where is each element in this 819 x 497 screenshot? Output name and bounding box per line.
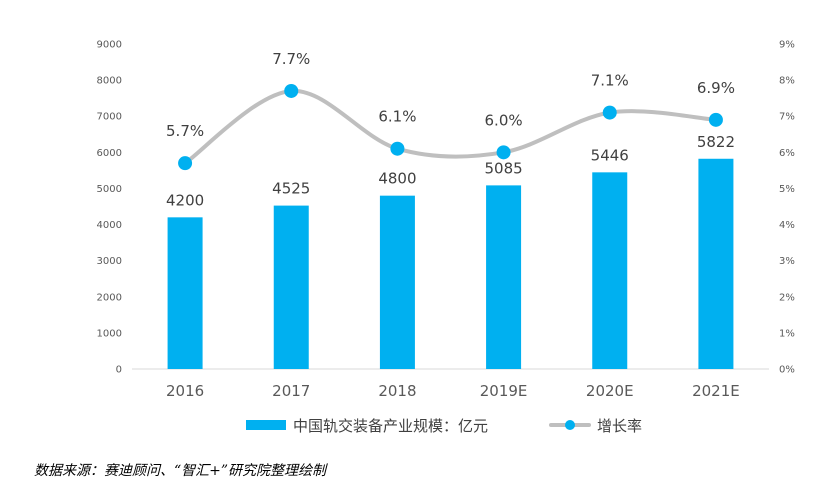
- y-tick-label: 2000: [97, 292, 122, 303]
- bar-value-label: 4525: [272, 180, 310, 198]
- y-tick-label: 6000: [97, 148, 122, 159]
- y2-tick-label: 9%: [779, 40, 795, 51]
- bar: [486, 185, 522, 369]
- legend-bar-label: 中国轨交装备产业规模：亿元: [293, 417, 488, 435]
- y2-tick-label: 2%: [779, 292, 795, 303]
- growth-rate-label: 7.1%: [591, 72, 629, 90]
- legend-line-marker: [565, 420, 575, 430]
- y2-tick-label: 8%: [779, 76, 795, 87]
- bar: [698, 158, 734, 369]
- growth-rate-label: 6.9%: [697, 79, 735, 97]
- bar-value-label: 5085: [484, 159, 522, 177]
- x-tick-label: 2018: [378, 382, 416, 400]
- growth-rate-label: 7.7%: [272, 50, 310, 68]
- x-tick-label: 2016: [166, 382, 204, 400]
- bar-value-label: 5446: [591, 146, 629, 164]
- y-axis-right: 0% 1% 2% 3% 4% 5% 6% 7% 8% 9%: [779, 40, 795, 376]
- y2-tick-label: 4%: [779, 220, 795, 231]
- legend: 中国轨交装备产业规模：亿元 增长率: [246, 417, 642, 435]
- bar: [167, 217, 203, 369]
- bar-series: [167, 158, 734, 369]
- y-tick-label: 4000: [97, 220, 122, 231]
- y-axis-left: 0 1000 2000 3000 4000 5000 6000 7000 8000 9000: [97, 40, 122, 376]
- growth-rate-label: 6.1%: [378, 108, 416, 126]
- y-tick-label: 5000: [97, 184, 122, 195]
- x-tick-label: 2021E: [692, 382, 740, 400]
- y2-tick-label: 3%: [779, 256, 795, 267]
- bar: [592, 172, 628, 369]
- growth-rate-marker: [496, 145, 511, 160]
- x-tick-label: 2019E: [480, 382, 528, 400]
- growth-rate-marker: [284, 83, 299, 98]
- legend-bar-swatch: [246, 420, 286, 430]
- bar: [379, 195, 415, 369]
- growth-rate-marker: [390, 141, 405, 156]
- growth-rate-label: 6.0%: [485, 111, 523, 129]
- bar-value-label: 5822: [697, 133, 735, 151]
- growth-rate-marker: [602, 105, 617, 120]
- y-tick-label: 0: [116, 365, 122, 376]
- x-axis-categories: 2016 2017 2018 2019E 2020E 2021E: [166, 382, 740, 400]
- y-tick-label: 7000: [97, 112, 122, 123]
- growth-rate-marker: [708, 112, 723, 127]
- bar: [273, 205, 309, 369]
- growth-rate-labels: 5.7% 7.7% 6.1% 6.0% 7.1% 6.9%: [166, 50, 735, 140]
- y2-tick-label: 0%: [779, 365, 795, 376]
- bar-value-labels: 4200 4525 4800 5085 5446 5822: [166, 133, 735, 210]
- y-tick-label: 8000: [97, 76, 122, 87]
- growth-rate-line: [183, 88, 718, 166]
- y2-tick-label: 1%: [779, 328, 795, 339]
- y2-tick-label: 7%: [779, 112, 795, 123]
- y2-tick-label: 5%: [779, 184, 795, 195]
- y-tick-label: 3000: [97, 256, 122, 267]
- bar-value-label: 4800: [378, 170, 416, 188]
- source-note: 数据来源：赛迪顾问、“智汇+”研究院整理绘制: [34, 463, 327, 479]
- bar-value-label: 4200: [166, 191, 204, 209]
- growth-rate-markers: [178, 83, 723, 171]
- legend-line-label: 增长率: [597, 417, 642, 435]
- growth-rate-label: 5.7%: [166, 122, 204, 140]
- x-tick-label: 2020E: [586, 382, 634, 400]
- growth-rate-marker: [178, 156, 193, 171]
- x-tick-label: 2017: [272, 382, 310, 400]
- y2-tick-label: 6%: [779, 148, 795, 159]
- y-tick-label: 1000: [97, 328, 122, 339]
- y-tick-label: 9000: [97, 40, 122, 51]
